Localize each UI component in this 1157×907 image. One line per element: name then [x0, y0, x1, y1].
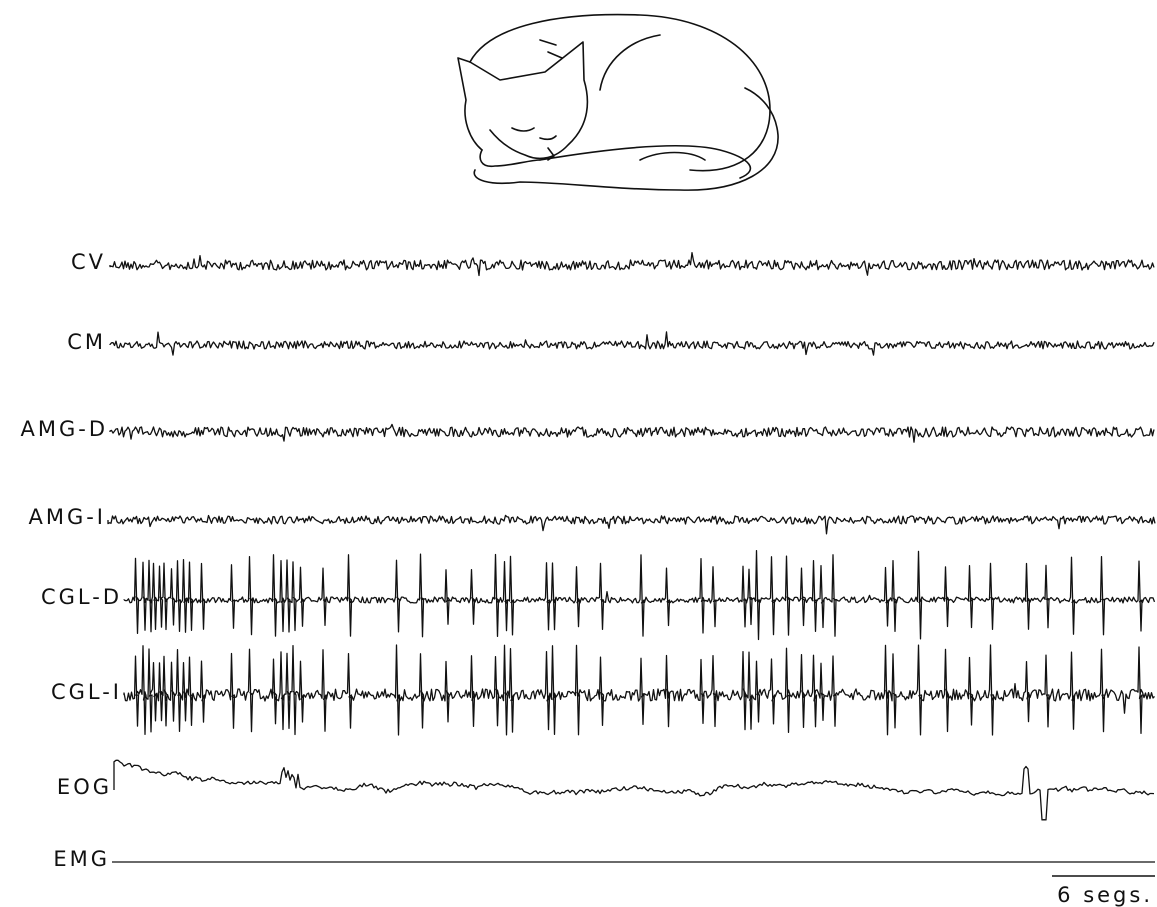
channel-label: EOG	[57, 775, 112, 799]
channel-label: CGL-I	[51, 680, 122, 704]
channel-label: EMG	[53, 847, 110, 871]
channel-label: AMG-I	[28, 505, 106, 529]
channel-label: CM	[67, 330, 106, 354]
trace	[110, 424, 1154, 442]
trace	[124, 551, 1155, 640]
trace	[108, 515, 1155, 533]
trace	[110, 253, 1154, 276]
channel-label: CGL-D	[41, 585, 122, 609]
channel-label: CV	[71, 250, 106, 274]
scale-bar-label: 6 segs.	[1057, 883, 1153, 907]
trace	[110, 332, 1154, 355]
figure: 6 segs. CV CM AMG-D AMG-I CGL-D CGL-I EOG EMG	[0, 0, 1157, 907]
trace	[114, 760, 1154, 820]
trace	[124, 645, 1155, 735]
channel-label: AMG-D	[20, 417, 108, 441]
cat-drawing	[458, 15, 778, 191]
